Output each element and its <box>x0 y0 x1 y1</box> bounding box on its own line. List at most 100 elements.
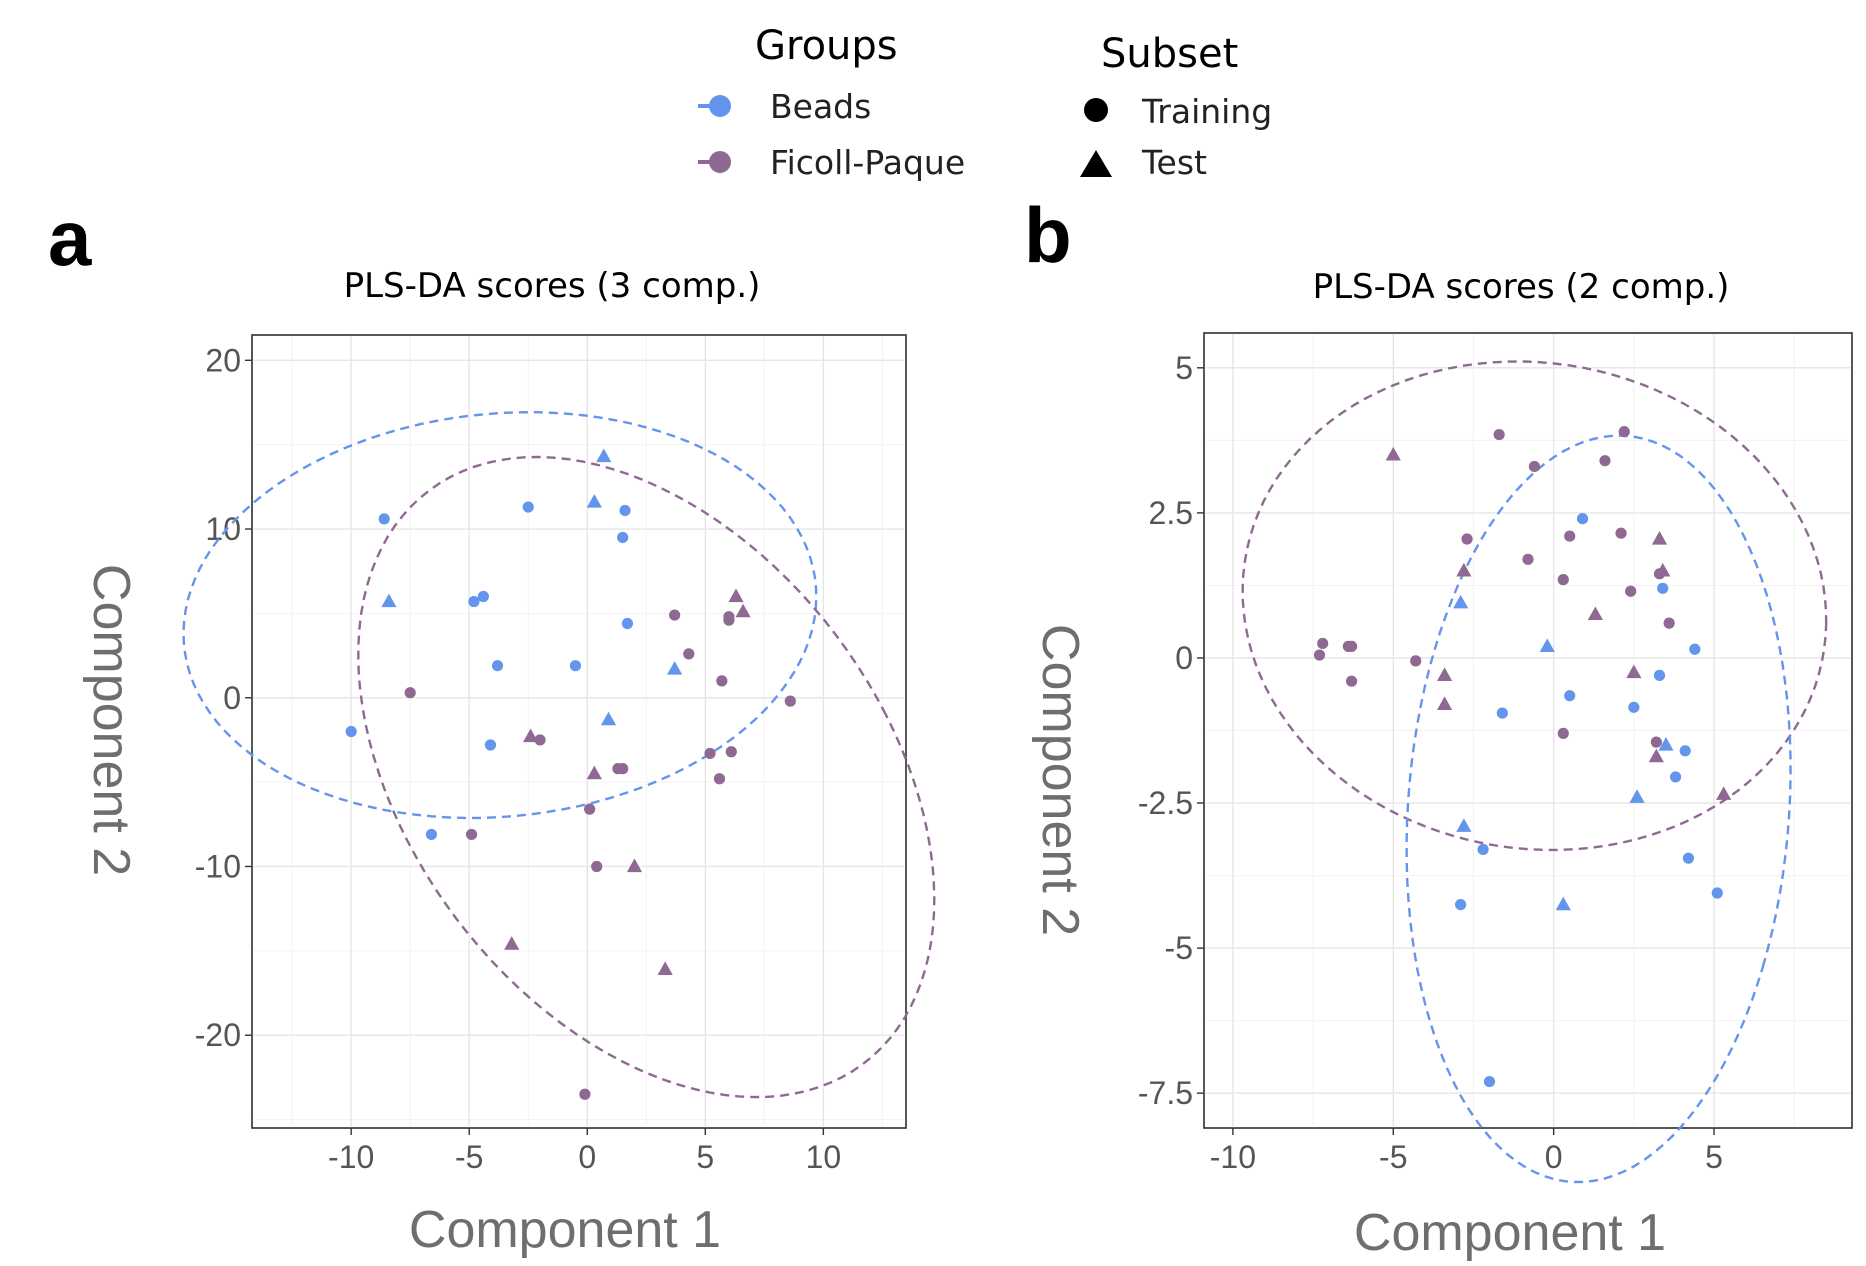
chart-b-y-tick-label: 0 <box>1175 640 1193 676</box>
chart-a-point-ficoll-test <box>657 961 673 975</box>
chart-b-y-tick-label: -7.5 <box>1138 1075 1193 1111</box>
chart-a-y-tick-label: 10 <box>205 511 241 547</box>
chart-a-point-beads-training <box>617 531 629 544</box>
chart-b-point-ficoll-training <box>1557 727 1569 740</box>
chart-b-plot: -10 -5 0 5 -7.5 -5 -2.5 0 2.5 5 <box>1138 332 1853 1184</box>
chart-a-point-ficoll-test <box>504 936 520 950</box>
chart-b-point-ficoll-training <box>1625 585 1637 597</box>
chart-b-point-ficoll-test <box>1648 748 1664 763</box>
chart-a-point-beads-test <box>586 494 602 508</box>
legend-groups: Groups Beads Ficoll-Paque <box>698 23 965 182</box>
legend-ficoll-label: Ficoll-Paque <box>770 143 965 182</box>
chart-a-point-ficoll-training <box>716 675 728 687</box>
legend-subset: Subset Training Test <box>1080 31 1272 182</box>
chart-b-point-ficoll-test <box>1385 446 1401 461</box>
chart-a-point-ficoll-training <box>584 803 596 815</box>
chart-a-point-ficoll-training <box>683 648 695 660</box>
chart-a-ellipse-ficoll <box>357 455 936 1099</box>
chart-a-point-ficoll-training <box>534 734 546 746</box>
chart-a-point-ficoll-training <box>579 1088 591 1100</box>
chart-a-point-beads-training <box>425 828 438 841</box>
chart-b-point-ficoll-training <box>1461 533 1473 545</box>
legend-training-label: Training <box>1141 92 1272 131</box>
chart-b-point-beads-training <box>1669 771 1682 783</box>
chart-b-point-beads-training <box>1477 843 1489 856</box>
chart-a-point-ficoll-training <box>617 763 629 775</box>
chart-b-point-ficoll-test <box>1626 664 1642 679</box>
chart-a-x-tick-label: -5 <box>455 1139 483 1175</box>
chart-b-point-beads-training <box>1628 701 1640 713</box>
chart-b-point-ficoll-training <box>1317 637 1329 650</box>
chart-b-x-tick-label: -10 <box>1210 1139 1256 1175</box>
panel-letter-b: b <box>1024 191 1072 279</box>
chart-a-xlabel: Component 1 <box>409 1201 721 1259</box>
chart-b-y-tick-label: 5 <box>1175 350 1193 386</box>
chart-b-point-beads-test <box>1453 594 1469 609</box>
legend-item-beads: Beads <box>698 87 871 126</box>
chart-b-ylabel: Component 2 <box>1031 624 1089 936</box>
chart-b-xlabel: Component 1 <box>1354 1204 1666 1262</box>
chart-b-point-ficoll-test <box>1456 562 1472 577</box>
chart-b-point-beads-test <box>1456 818 1472 832</box>
chart-a-x-tick-label: 5 <box>696 1139 714 1175</box>
legend-training-circle-key <box>1084 98 1108 122</box>
chart-a-point-beads-test <box>600 711 617 726</box>
chart-b-point-beads-training <box>1689 643 1701 655</box>
chart-a-point-ficoll-training <box>784 695 796 707</box>
chart-a-point-ficoll-training <box>723 614 735 626</box>
chart-b-point-ficoll-training <box>1650 736 1662 748</box>
panel-letter-a: a <box>48 194 92 282</box>
chart-a-point-ficoll-training <box>404 687 416 699</box>
chart-a-point-ficoll-training <box>704 747 716 760</box>
chart-b-point-ficoll-training <box>1615 527 1627 539</box>
chart-b-point-ficoll-training <box>1493 428 1505 441</box>
chart-a-point-beads-training <box>378 513 390 525</box>
chart-a-point-beads-training <box>621 617 634 630</box>
chart-b-point-ficoll-training <box>1345 640 1358 652</box>
chart-a-point-ficoll-test <box>586 765 602 780</box>
chart-a-y-tick-label: 20 <box>205 342 241 378</box>
chart-b-point-ficoll-training <box>1564 530 1576 542</box>
legend-item-ficoll: Ficoll-Paque <box>698 143 965 182</box>
chart-a-point-ficoll-training <box>669 609 681 621</box>
chart-a-x-tick-label: 0 <box>578 1139 596 1175</box>
legend-test-triangle-key <box>1080 150 1112 177</box>
chart-a-x-tick-label: 10 <box>806 1139 842 1175</box>
chart-b-point-ficoll-training <box>1599 455 1611 467</box>
chart-a-plot: -10 -5 0 5 10 -20 -10 0 10 20 <box>182 334 936 1175</box>
chart-a-point-beads-training <box>468 595 480 608</box>
chart-b-title: PLS-DA scores (2 comp.) <box>1313 267 1730 307</box>
chart-a-ellipse-beads <box>182 410 818 820</box>
chart-b-y-tick-label: -5 <box>1165 930 1193 966</box>
chart-b-point-beads-test <box>1658 737 1674 751</box>
legend-ficoll-dot-key <box>709 151 731 173</box>
chart-b-point-ficoll-training <box>1410 655 1422 667</box>
chart-a-point-ficoll-test <box>626 858 643 873</box>
chart-b-point-ficoll-test <box>1436 667 1453 681</box>
chart-b-point-ficoll-training <box>1663 617 1675 629</box>
legend-groups-title: Groups <box>755 23 898 69</box>
chart-a-ylabel: Component 2 <box>82 564 140 876</box>
chart-a-point-beads-training <box>345 725 357 738</box>
chart-a-y-tick-label: -20 <box>195 1017 241 1053</box>
chart-b-point-ficoll-training <box>1618 426 1630 438</box>
chart-a-panel-border <box>251 334 907 1129</box>
chart-b-y-tick-label: -2.5 <box>1138 785 1193 821</box>
chart-b-ellipse-ficoll <box>1241 360 1828 852</box>
chart-a-y-tick-label: -10 <box>195 848 241 884</box>
chart-a-point-ficoll-training <box>465 828 478 841</box>
chart-b-point-beads-training <box>1653 669 1666 681</box>
chart-b-point-beads-training <box>1682 852 1694 864</box>
legend-test-label: Test <box>1141 143 1207 182</box>
chart-a-point-ficoll-test <box>522 728 539 743</box>
chart-a-point-ficoll-training <box>591 860 603 873</box>
chart-a-point-ficoll-test <box>735 603 751 618</box>
chart-a-point-ficoll-test <box>728 588 744 603</box>
chart-a-point-beads-training <box>569 660 582 672</box>
legend-item-test: Test <box>1080 143 1207 182</box>
chart-a-point-beads-training <box>477 590 489 603</box>
chart-b-point-beads-training <box>1576 513 1589 525</box>
chart-a-x-tick-label: -10 <box>328 1139 374 1175</box>
chart-b-x-tick-label: 0 <box>1545 1139 1563 1175</box>
legend-beads-dot-key <box>709 95 731 117</box>
